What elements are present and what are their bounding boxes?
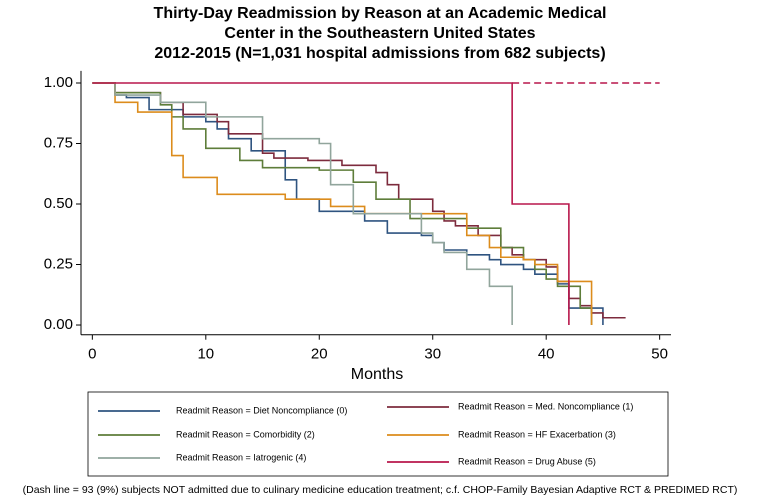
survival-line bbox=[92, 82, 593, 326]
survival-line bbox=[92, 82, 604, 326]
footnote: (Dash line = 93 (9%) subjects NOT admitt… bbox=[23, 484, 738, 496]
y-tick-label: 0.75 bbox=[44, 134, 73, 151]
survival-line bbox=[92, 82, 513, 326]
legend-label: Readmit Reason = Drug Abuse (5) bbox=[458, 456, 596, 466]
x-tick-label: 10 bbox=[197, 346, 214, 363]
chart-title: Center in the Southeastern United States bbox=[224, 25, 535, 42]
y-tick-label: 0.25 bbox=[44, 255, 73, 272]
legend-label: Readmit Reason = Med. Noncompliance (1) bbox=[458, 401, 633, 411]
x-tick-label: 40 bbox=[538, 346, 555, 363]
x-tick-label: 30 bbox=[424, 346, 441, 363]
y-tick-label: 0.00 bbox=[44, 316, 73, 333]
chart-title: Thirty-Day Readmission by Reason at an A… bbox=[154, 5, 607, 22]
legend-frame bbox=[87, 391, 669, 477]
x-tick-label: 0 bbox=[88, 346, 96, 363]
legend-label: Readmit Reason = Iatrogenic (4) bbox=[176, 452, 306, 462]
chart-title: 2012-2015 (N=1,031 hospital admissions f… bbox=[154, 45, 605, 62]
legend-label: Readmit Reason = Comorbidity (2) bbox=[176, 429, 315, 439]
y-tick-label: 0.50 bbox=[44, 195, 73, 212]
x-tick-label: 20 bbox=[311, 346, 328, 363]
x-axis-title: Months bbox=[351, 366, 403, 383]
x-tick-label: 50 bbox=[651, 346, 668, 363]
legend-label: Readmit Reason = Diet Noncompliance (0) bbox=[176, 405, 347, 415]
survival-line bbox=[92, 82, 570, 326]
y-tick-label: 1.00 bbox=[44, 74, 73, 91]
legend-label: Readmit Reason = HF Exacerbation (3) bbox=[458, 429, 616, 439]
